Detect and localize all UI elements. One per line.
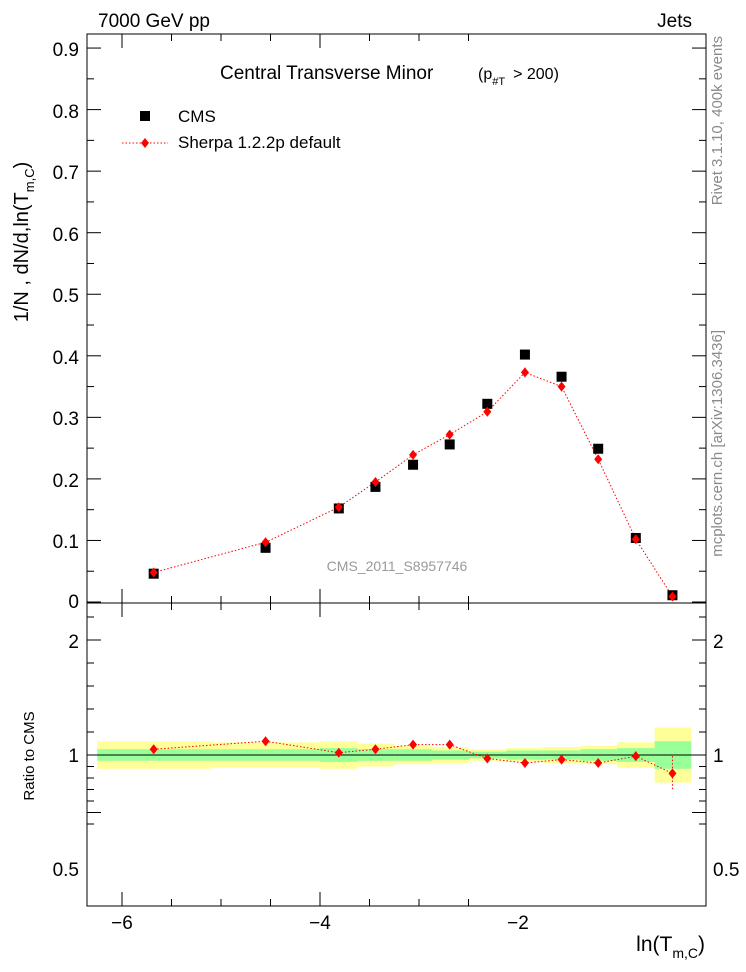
cms-point	[593, 443, 604, 454]
ratio-y-tick-label: 0.5	[53, 860, 79, 881]
x-tick-label: −4	[309, 913, 331, 934]
cms-point	[408, 459, 419, 470]
category-label: Jets	[657, 11, 692, 32]
sherpa-point	[371, 476, 380, 487]
cms-point	[260, 542, 271, 553]
sherpa-point	[334, 502, 343, 513]
cms-point	[482, 398, 493, 409]
sherpa-point	[631, 534, 640, 545]
main-axes-ticks	[87, 34, 706, 603]
ratio-panel: 2 1 0.5 2 1 0.5 Ratio to CMS −6 −4 −2 ln…	[21, 602, 739, 961]
sherpa-point	[445, 429, 454, 440]
ratio-point	[409, 739, 418, 750]
ratio-bands-layer	[87, 727, 706, 783]
ratio-series-layer	[149, 736, 677, 791]
ratio-y-axis-label: Ratio to CMS	[21, 711, 38, 800]
legend-marker-cms	[140, 111, 150, 121]
energy-label: 7000 GeV pp	[98, 11, 210, 32]
y-tick-label: 0.1	[53, 532, 79, 553]
y-tick-label: 0.7	[53, 163, 79, 184]
legend-label-sherpa: Sherpa 1.2.2p default	[178, 133, 341, 152]
ratio-point	[483, 753, 492, 764]
sherpa-point	[261, 537, 270, 548]
y-tick-label: 0.2	[53, 471, 79, 492]
chart-title-cut: (p#T > 200)	[478, 66, 559, 88]
main-y-tick-labels: 0.9 0.8 0.7 0.6 0.5 0.4 0.3 0.2 0.1 0	[53, 40, 80, 613]
y-tick-label: 0.4	[53, 348, 80, 369]
sherpa-point	[520, 367, 529, 378]
analysis-label: CMS_2011_S8957746	[327, 558, 468, 574]
sherpa-point	[557, 381, 566, 392]
y-tick-label: 0.6	[53, 225, 79, 246]
cms-point	[556, 371, 567, 382]
ratio-point	[668, 768, 677, 779]
y-tick-label: 0.9	[53, 40, 79, 61]
ratio-point	[334, 747, 343, 758]
ratio-point	[557, 754, 566, 765]
ratio-point	[594, 758, 603, 769]
sherpa-line	[153, 371, 673, 597]
ratio-y-tick-label: 2	[68, 632, 79, 653]
y-tick-label: 0.8	[53, 102, 79, 123]
ratio-line	[153, 740, 673, 774]
sherpa-point	[409, 449, 418, 460]
main-panel: 0.9 0.8 0.7 0.6 0.5 0.4 0.3 0.2 0.1 0 1/…	[11, 33, 707, 613]
x-tick-label: −2	[507, 913, 529, 934]
cms-point	[519, 349, 530, 360]
rivet-side-label: Rivet 3.1.10, 400k events	[709, 36, 726, 205]
x-axis-label: ln(Tm,C)	[636, 933, 705, 961]
cms-point	[444, 439, 455, 450]
sherpa-point	[668, 591, 677, 602]
sherpa-point	[594, 454, 603, 465]
sherpa-point	[149, 567, 158, 578]
y-axis-label: 1/N , dN/d,ln(Tm,C)	[11, 162, 37, 323]
ratio-axes-ticks	[87, 603, 706, 906]
x-tick-label: −6	[111, 913, 133, 934]
ratio-point	[631, 751, 640, 762]
ratio-point	[520, 758, 529, 769]
y-tick-label: 0.5	[53, 286, 79, 307]
ratio-point	[149, 744, 158, 755]
ratio-point	[445, 739, 454, 750]
svg-text:1/N , dN/d,ln(Tm,C): 1/N , dN/d,ln(Tm,C)	[11, 162, 37, 323]
ratio-y-tick-label-right: 0.5	[713, 860, 739, 881]
sherpa-point	[483, 406, 492, 417]
mcplots-side-label: mcplots.cern.ch [arXiv:1306.3436]	[709, 330, 726, 557]
ratio-y-tick-label-right: 1	[713, 746, 724, 767]
ratio-point	[261, 736, 270, 747]
ratio-y-tick-label-right: 2	[713, 632, 724, 653]
chart-title: Central Transverse Minor	[220, 63, 434, 84]
ratio-y-tick-label: 1	[68, 746, 79, 767]
ratio-frame	[86, 602, 707, 907]
legend-label-cms: CMS	[178, 107, 216, 126]
y-tick-label: 0	[68, 592, 79, 613]
ratio-point	[371, 744, 380, 755]
main-series-layer	[148, 349, 678, 602]
y-tick-label: 0.3	[53, 409, 79, 430]
legend: CMS Sherpa 1.2.2p default	[122, 107, 341, 152]
legend-marker-sherpa	[141, 138, 149, 148]
